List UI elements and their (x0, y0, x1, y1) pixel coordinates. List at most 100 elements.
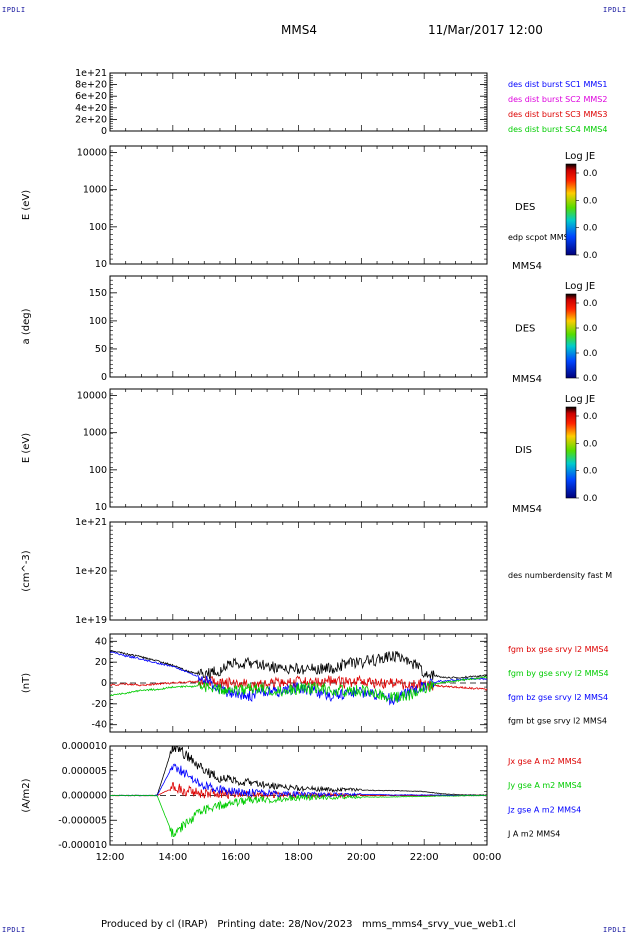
y-tick-label: 1000 (83, 428, 107, 439)
panel-frame-4 (109, 388, 488, 508)
y-tick-label: 0 (101, 126, 107, 137)
mms-label-2: MMS4 (512, 261, 542, 272)
y-tick-label: 50 (95, 344, 107, 355)
y-tick-label: 20 (95, 657, 107, 668)
y-tick-label: 10 (95, 502, 107, 513)
colorbar-tick-label: 0.0 (583, 224, 598, 234)
legend-entry: des dist burst SC2 MMS2 (508, 95, 607, 104)
series-line (110, 675, 487, 703)
y-tick-label: 0.000010 (62, 741, 107, 752)
y-tick-label: -0.000010 (58, 840, 107, 851)
legend-entry: fgm bz gse srvy l2 MMS4 (508, 693, 608, 702)
colorbar (565, 293, 577, 379)
x-tick-label: 22:00 (410, 852, 439, 863)
date-title: 11/Mar/2017 12:00 (428, 23, 543, 37)
colorbar-tick-label: 0.0 (583, 467, 598, 477)
mms-label-4: MMS4 (512, 504, 542, 515)
legend-entry: Jz gse A m2 MMS4 (507, 805, 581, 814)
y-tick-label: 1e+19 (75, 615, 107, 626)
colorbar-tick-label: 0.0 (583, 494, 598, 504)
legend-entry: Jx gse A m2 MMS4 (507, 757, 582, 766)
y-tick-label: 0 (101, 678, 107, 689)
corner-mark-top-right: IPDLI (603, 6, 627, 14)
y-axis-label-6: (nT) (21, 673, 32, 693)
colorbar (565, 163, 577, 256)
series-line (110, 763, 487, 799)
y-axis-label-3: a (deg) (21, 308, 32, 344)
annotation-label: edp scpot MMS4 (508, 233, 574, 242)
series-group-6 (110, 650, 487, 706)
colorbar-tick-label: 0.0 (583, 324, 598, 334)
legend-entry: Jy gse A m2 MMS4 (507, 781, 582, 790)
corner-mark-bottom-left: IPDLI (2, 926, 26, 934)
legend-entry: des dist burst SC3 MMS3 (508, 110, 607, 119)
y-tick-label: 150 (89, 288, 107, 299)
panel-frame-1 (109, 72, 488, 132)
legend-entry: des numberdensity fast M (508, 571, 612, 580)
y-tick-label: 100 (89, 316, 107, 327)
y-tick-label: 1e+20 (75, 566, 107, 577)
colorbar-tick-label: 0.0 (583, 412, 598, 422)
series-line (110, 793, 487, 838)
series-line (110, 650, 487, 680)
y-tick-label: 100 (89, 222, 107, 233)
y-tick-label: 1e+21 (75, 68, 107, 79)
legend-entry: fgm bx gse srvy l2 MMS4 (508, 645, 609, 654)
corner-mark-top-left: IPDLI (2, 6, 26, 14)
panel-frame-3 (109, 275, 488, 378)
colorbar-tick-label: 0.0 (583, 349, 598, 359)
species-label-4: DIS (515, 445, 532, 456)
colorbar-tick-label: 0.0 (583, 196, 598, 206)
y-tick-label: 100 (89, 465, 107, 476)
y-tick-label: 0.000005 (62, 766, 107, 777)
colorbar-tick-label: 0.0 (583, 374, 598, 384)
series-group-7 (110, 746, 487, 838)
panel-frame-5 (109, 521, 488, 621)
y-tick-label: 8e+20 (75, 80, 107, 91)
legend-entry: J A m2 MMS4 (507, 829, 560, 838)
y-tick-label: 0.000000 (62, 791, 107, 802)
y-tick-label: -20 (91, 699, 107, 710)
colorbar (565, 406, 577, 499)
footer-text: Produced by cl (IRAP) Printing date: 28/… (101, 919, 516, 930)
y-tick-label: -0.000005 (58, 815, 107, 826)
y-tick-label: 0 (101, 372, 107, 383)
x-tick-label: 16:00 (221, 852, 250, 863)
legend-entry: des dist burst SC1 MMS1 (508, 80, 607, 89)
corner-mark-bottom-right: IPDLI (603, 926, 627, 934)
series-line (110, 746, 487, 797)
y-axis-label-7: (A/m2) (21, 778, 32, 812)
y-tick-label: 10000 (77, 391, 107, 402)
y-tick-label: 10 (95, 259, 107, 270)
x-tick-label: 14:00 (158, 852, 187, 863)
colorbar-tick-label: 0.0 (583, 169, 598, 179)
y-axis-label-2: E (eV) (21, 190, 32, 220)
colorbar-title: Log JE (565, 281, 595, 292)
y-tick-label: -40 (91, 720, 107, 731)
colorbar-title: Log JE (565, 394, 595, 405)
colorbar-title: Log JE (565, 151, 595, 162)
legend-entry: fgm by gse srvy l2 MMS4 (508, 669, 609, 678)
spacecraft-title: MMS4 (281, 23, 317, 37)
colorbar-tick-label: 0.0 (583, 251, 598, 261)
y-axis-label-5: (cm^-3) (21, 550, 32, 591)
y-tick-label: 40 (95, 636, 107, 647)
colorbar-tick-label: 0.0 (583, 299, 598, 309)
y-axis-label-4: E (eV) (21, 433, 32, 463)
species-label-3: DES (515, 324, 535, 335)
x-tick-label: 20:00 (347, 852, 376, 863)
x-tick-label: 00:00 (473, 852, 502, 863)
y-tick-label: 2e+20 (75, 114, 107, 125)
legend-entry: fgm bt gse srvy l2 MMS4 (508, 717, 607, 726)
y-tick-label: 1e+21 (75, 517, 107, 528)
species-label-2: DES (515, 202, 535, 213)
y-tick-label: 6e+20 (75, 91, 107, 102)
legend-entry: des dist burst SC4 MMS4 (508, 125, 607, 134)
y-tick-label: 4e+20 (75, 103, 107, 114)
panel-frame-2 (109, 145, 488, 265)
y-tick-label: 1000 (83, 185, 107, 196)
mms-label-3: MMS4 (512, 374, 542, 385)
colorbar-tick-label: 0.0 (583, 439, 598, 449)
y-tick-label: 10000 (77, 148, 107, 159)
